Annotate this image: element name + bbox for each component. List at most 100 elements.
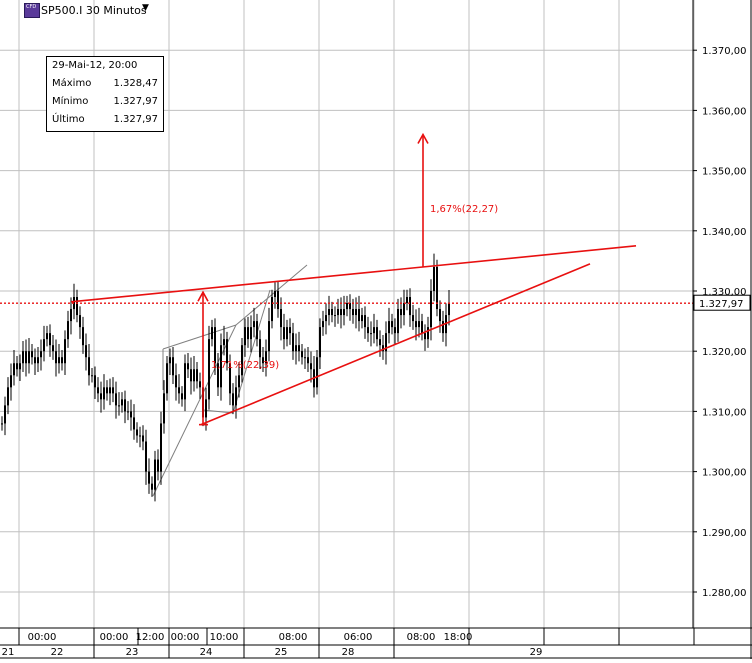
candle-body [217, 363, 219, 388]
candle-body [76, 297, 78, 316]
candle-body [25, 351, 27, 364]
candle-body [268, 321, 270, 352]
caret-down-icon[interactable]: ▼ [142, 3, 149, 13]
candle-body [112, 387, 114, 394]
candle-body [157, 459, 159, 472]
candle-body [190, 369, 192, 382]
candle-body [61, 357, 63, 364]
candle-body [355, 309, 357, 316]
candle-body [163, 393, 165, 424]
candle-body [106, 387, 108, 394]
candle-body [136, 429, 138, 436]
candle-body [286, 327, 288, 340]
lower-trendline [200, 263, 591, 426]
info-value: 1.328,47 [113, 78, 158, 89]
y-tick-label: 1.320,00 [702, 347, 747, 358]
candle-body [139, 435, 141, 437]
candle-body [349, 303, 351, 310]
candle-body [319, 327, 321, 358]
candle-body [181, 393, 183, 400]
candle-body [415, 321, 417, 328]
candle-body [184, 363, 186, 400]
upper-trendline [70, 245, 637, 303]
candle-body [322, 321, 324, 328]
candle-body [385, 333, 387, 352]
candle-body [97, 387, 99, 394]
candle-body [103, 387, 105, 400]
candle-body [166, 363, 168, 394]
x-time-label: 12:00 [136, 632, 165, 643]
candle-body [304, 357, 306, 359]
x-time-label: 18:00 [444, 632, 473, 643]
x-date-label: 29 [530, 647, 543, 658]
target-arrows[interactable] [197, 132, 429, 426]
candle-body [256, 321, 258, 340]
candle-body [403, 303, 405, 316]
symbol-title[interactable]: SP500.I 30 Minutos [41, 4, 147, 17]
candle-body [49, 333, 51, 346]
candle-body [151, 483, 153, 490]
candle-body [361, 315, 363, 322]
candle-body [16, 363, 18, 370]
candle-body [187, 363, 189, 370]
x-time-label: 06:00 [344, 632, 373, 643]
candle-body [367, 327, 369, 334]
info-value: 1.327,97 [113, 96, 158, 107]
candle-body [382, 345, 384, 352]
last-price-line: 1.327,97 [0, 294, 751, 311]
candle-body [436, 266, 438, 310]
candle-body [85, 345, 87, 358]
lower-target-label: 1,71%(22,39) [211, 360, 279, 371]
candle-body [301, 351, 303, 358]
candle-body [328, 309, 330, 316]
grid [0, 0, 695, 628]
y-tick-label: 1.330,00 [702, 287, 747, 298]
candle-body [55, 351, 57, 364]
candle-body [379, 339, 381, 346]
candle-body [172, 357, 174, 376]
candle-body [340, 309, 342, 316]
info-value: 1.327,97 [113, 114, 158, 125]
candle-body [232, 393, 234, 406]
candle-body [388, 321, 390, 334]
x-time-label: 00:00 [171, 632, 200, 643]
candle-body [214, 327, 216, 364]
candle-body [316, 357, 318, 388]
candle-body [37, 357, 39, 364]
candle-body [124, 399, 126, 412]
candle-body [7, 387, 9, 406]
y-tick-label: 1.370,00 [702, 46, 747, 57]
candle-body [439, 309, 441, 322]
candle-body [247, 327, 249, 340]
x-date-label: 28 [342, 647, 355, 658]
candle-body [178, 387, 180, 394]
candle-body [280, 309, 282, 328]
candle-body [34, 357, 36, 364]
candle-body [109, 387, 111, 394]
candle-body [391, 321, 393, 328]
candle-body [175, 375, 177, 388]
candle-body [448, 303, 450, 316]
candle-body [160, 423, 162, 472]
candle-body [376, 327, 378, 340]
trend-lines[interactable] [70, 245, 637, 426]
candle-body [442, 321, 444, 334]
candle-body [52, 345, 54, 352]
candle-body [418, 321, 420, 328]
candle-body [79, 315, 81, 328]
candle-body [100, 393, 102, 400]
x-time-label: 08:00 [407, 632, 436, 643]
candle-body [40, 351, 42, 358]
candle-body [46, 333, 48, 340]
candle-body [193, 369, 195, 382]
info-label: Mínimo [52, 96, 89, 107]
candle-body [43, 339, 45, 352]
candle-body [169, 357, 171, 364]
candle-body [358, 309, 360, 322]
candle-body [244, 327, 246, 346]
candle-body [115, 393, 117, 406]
candle-body [64, 339, 66, 364]
candle-body [82, 327, 84, 346]
